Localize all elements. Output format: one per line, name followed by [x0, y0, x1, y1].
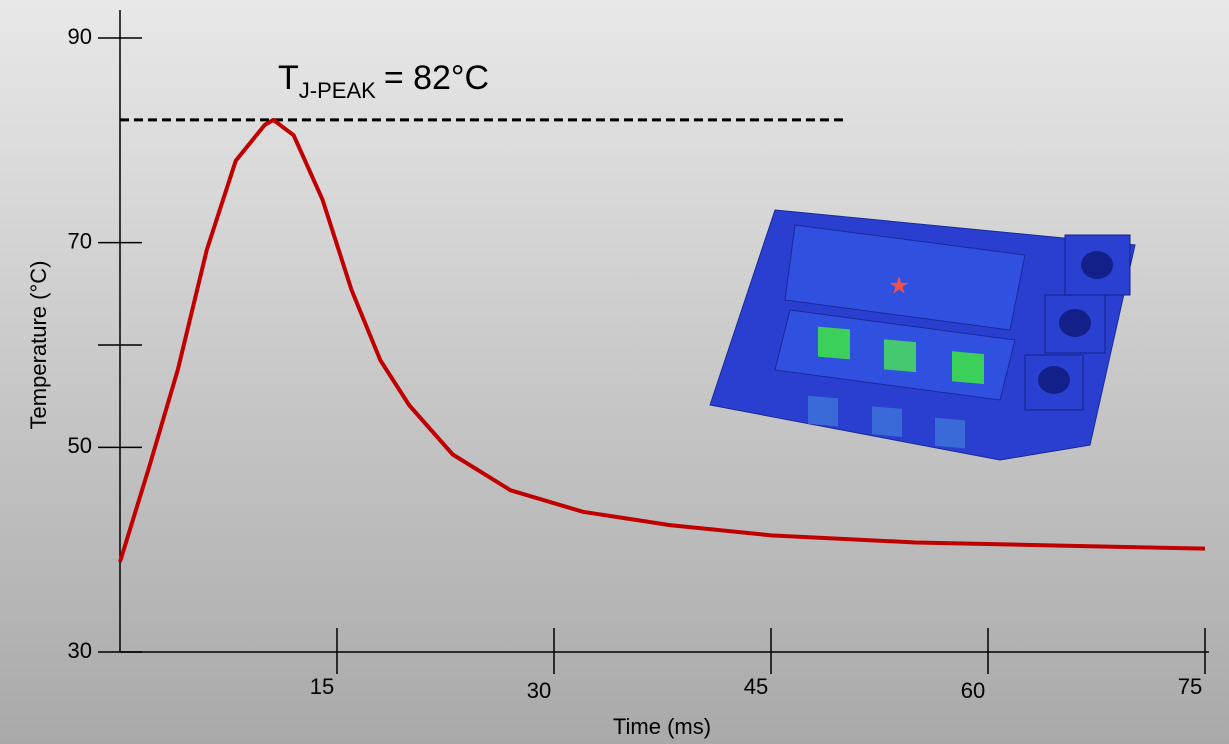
y-tick-label: 70 — [68, 228, 92, 253]
svg-text:★: ★ — [888, 272, 910, 299]
chart: ★ Temperature (°C) Time (ms) 30 50 70 90 15 3… — [0, 0, 1229, 744]
x-tick-label: 15 — [310, 674, 334, 699]
y-tick-label: 50 — [68, 433, 92, 458]
annotation-text: T — [278, 59, 299, 97]
annotation-suffix: = 82°C — [384, 59, 489, 97]
y-tick-label: 30 — [68, 638, 92, 663]
annotation-subscript: J-PEAK — [299, 78, 376, 103]
y-tick-label: 90 — [68, 24, 92, 49]
y-axis-label: Temperature (°C) — [26, 261, 51, 430]
x-tick-label: 45 — [744, 674, 768, 699]
x-tick-label: 75 — [1178, 674, 1202, 699]
x-tick-label: 30 — [527, 678, 551, 703]
x-axis-label: Time (ms) — [613, 714, 711, 739]
x-tick-label: 60 — [961, 678, 985, 703]
